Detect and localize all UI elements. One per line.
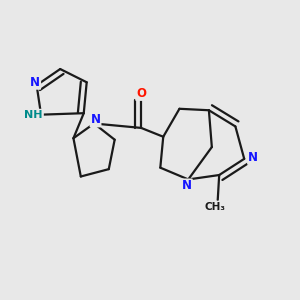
Text: O: O [136,87,146,100]
Text: NH: NH [24,110,43,120]
Text: N: N [248,151,258,164]
Text: N: N [91,113,100,127]
Text: N: N [182,179,192,192]
Text: CH₃: CH₃ [204,202,225,212]
Text: N: N [30,76,40,89]
